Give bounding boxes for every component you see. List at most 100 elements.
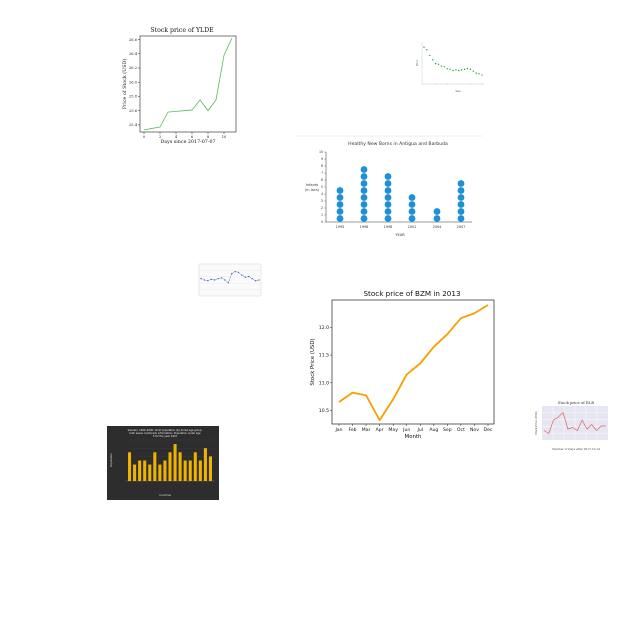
x-tick-label: 10 [222,135,227,139]
x-tick-label: 2007 [457,225,466,229]
data-point [475,72,477,74]
newborn-dot [384,187,392,194]
data-point [214,279,216,281]
chart-tiny-line-svg [198,263,262,297]
chart-rlb-svg: Stock price of RLB Number of Days after … [534,400,608,451]
y-tick-label: 7 [321,171,323,175]
newborn-dot [384,180,392,187]
y-tick-label: 5 [321,185,323,189]
x-tick-label: Aug [429,427,438,433]
y-tick-label: 9 [321,157,323,161]
x-tick-label: 6 [191,135,194,139]
x-tick-label: Oct [457,427,465,433]
x-tick-label: Jul [416,427,423,433]
chart-price-scatter-svg: Year Price [415,42,484,93]
data-point [200,278,202,280]
data-point [241,274,243,276]
data-point [449,68,451,71]
bar [203,448,207,481]
chart-bzm: Stock price of BZM in 2013 Month Stock P… [302,282,500,444]
newborn-dot [384,208,392,215]
chart-title: Stock price of BZM in 2013 [363,289,460,298]
chart-price-scatter: Year Price [412,38,488,96]
y-axis-label: Price [415,59,419,66]
newborn-dot [336,208,344,215]
newborn-dot [360,201,368,208]
bar [198,460,202,481]
newborn-dot [408,215,416,222]
x-tick-label: Sep [443,427,452,433]
data-point [251,278,253,280]
x-tick-label: Dec [484,427,493,433]
data-point [440,65,443,67]
x-tick-label: Mar [362,427,371,433]
bar [208,456,212,481]
bar [148,464,152,481]
chart-ylde: Stock price of YLDE Days since 2017-07-0… [118,22,242,147]
bar [193,452,197,481]
newborn-dot [457,180,465,187]
y-tick-label: 2 [321,206,323,210]
data-point [217,278,219,280]
data-point [443,66,445,68]
data-point [466,68,469,70]
newborn-dot [433,208,441,215]
chart-ylde-svg: Stock price of YLDE Days since 2017-07-0… [121,27,237,145]
y-tick-label: 8 [321,164,323,168]
data-point [220,277,223,279]
plot-frame [198,263,262,297]
data-point [244,276,246,278]
y-tick-label: 25.4 [129,123,138,127]
data-point [481,74,483,76]
y-axis-label: Stock Price (USD) [310,338,316,385]
bar [168,452,172,481]
newborn-dot [360,208,368,215]
data-point [446,68,448,70]
x-tick-label: 2001 [408,225,417,229]
newborn-dot [457,187,465,194]
x-tick-label: 8 [207,135,210,139]
bar [173,444,177,481]
newborn-dot [360,187,368,194]
data-point [423,46,425,48]
newborn-dot [408,194,416,201]
x-tick-label: 2 [159,135,161,139]
y-tick-label: 25.8 [129,95,138,99]
chart-title: Stock price of YLDE [150,27,214,34]
data-point [455,69,457,71]
y-axis-label-line2: (in lacs) [305,188,320,192]
newborn-dot [384,173,392,180]
newborn-dot [457,208,465,215]
y-tick-label: 10.5 [319,408,329,414]
x-tick-label: Jan [334,427,342,433]
bar [133,464,137,481]
y-tick-label: 4 [321,192,323,196]
data-point [458,69,460,72]
y-tick-label: 12.0 [319,325,329,331]
x-axis-label: YEAR [395,233,405,237]
newborn-dot [360,194,368,201]
x-tick-label: Apr [376,427,384,433]
bar [138,460,142,481]
data-point [258,279,260,281]
y-tick-label: 3 [321,199,323,203]
newborn-dot [360,173,368,180]
x-axis-label: countries [159,493,172,497]
x-tick-label: 0 [143,135,146,139]
x-tick-label: 2004 [433,225,442,229]
y-tick-label: 0 [321,220,323,224]
newborn-dot [457,201,465,208]
y-tick-label: 10 [319,150,323,154]
newborn-dot [408,201,416,208]
bar [158,464,162,481]
x-tick-label: 1996 [360,225,369,229]
x-axis-label: Number of Days after 2017-10-14 [552,447,600,451]
series-line [543,411,606,435]
newborn-dot [384,194,392,201]
bar [153,452,157,481]
chart-newborns-svg: Healthy New Borns in Antigua and Barbuda… [296,135,482,237]
x-tick-label: May [388,427,398,433]
newborn-dot [384,201,392,208]
data-point [237,271,240,273]
newborn-dot [360,215,368,222]
